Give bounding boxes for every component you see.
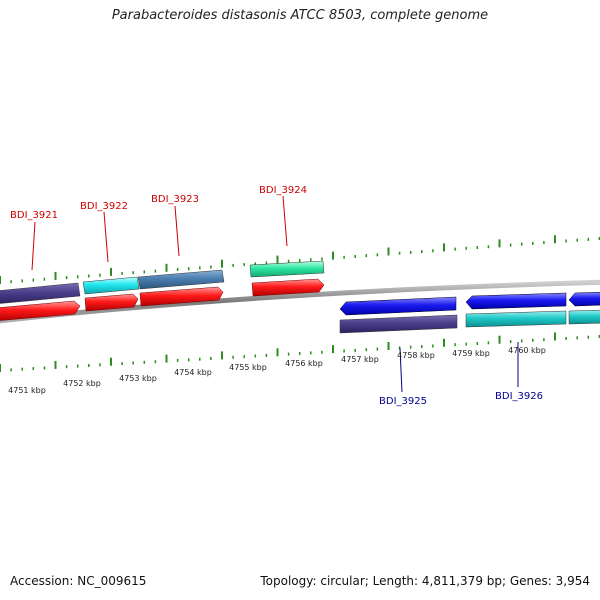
forward-arrow[interactable] [0,300,81,321]
forward-arrow-track [0,278,325,321]
leader-line [399,347,403,393]
gene-block-bdi-3923[interactable] [137,269,225,290]
scale-label: 4754 kbp [174,368,212,377]
gene-block-bdi-3922[interactable] [82,276,140,295]
scale-label: 4753 kbp [119,374,157,383]
gene-block[interactable] [568,309,600,325]
forward-arrow[interactable] [84,293,139,312]
forward-arrow[interactable] [251,278,325,297]
genome-summary-text: Topology: circular; Length: 4,811,379 bp… [260,574,590,588]
gene-label-bdi-3922[interactable]: BDI_3922 [80,201,128,212]
gene-block-bdi-3926[interactable] [465,310,567,328]
outer-tick-ring [0,235,600,284]
gene-labels: BDI_3921 BDI_3922 BDI_3923 BDI_3924 BDI_… [10,185,543,407]
gene-block-bdi-3924[interactable] [249,260,325,278]
leader-line [174,205,180,257]
scale-label: 4751 kbp [8,386,46,395]
scale-label: 4759 kbp [452,349,490,358]
gene-block-bdi-3921[interactable] [0,282,81,304]
leader-line [103,211,109,263]
scale-label: 4760 kbp [508,346,546,355]
gene-label-bdi-3925[interactable]: BDI_3925 [379,396,427,407]
scale-label: 4757 kbp [341,355,379,364]
forward-arrow[interactable] [139,286,224,307]
leader-line [282,195,288,247]
scale-tick-ring [0,332,600,372]
reverse-arrow[interactable] [568,291,600,307]
reverse-arrow-track [339,291,600,316]
scale-label: 4758 kbp [397,351,435,360]
gene-label-bdi-3926[interactable]: BDI_3926 [495,391,543,402]
accession-text: Accession: NC_009615 [10,574,147,588]
map-title: Parabacteroides distasonis ATCC 8503, co… [111,8,489,23]
gene-label-bdi-3921[interactable]: BDI_3921 [10,210,58,221]
gene-label-leaders [31,195,519,393]
scale-labels: 4751 kbp 4752 kbp 4753 kbp 4754 kbp 4755… [8,346,546,395]
reverse-cds-track [339,309,600,334]
scale-label: 4752 kbp [63,379,101,388]
scale-label: 4755 kbp [229,363,267,372]
gene-block-bdi-3925[interactable] [339,314,458,334]
scale-label: 4756 kbp [285,359,323,368]
reverse-arrow[interactable] [339,296,457,316]
leader-line [31,221,36,271]
gene-label-bdi-3923[interactable]: BDI_3923 [151,194,199,205]
reverse-arrow[interactable] [465,292,567,310]
gene-label-bdi-3924[interactable]: BDI_3924 [259,185,307,196]
forward-cds-track [0,260,325,304]
